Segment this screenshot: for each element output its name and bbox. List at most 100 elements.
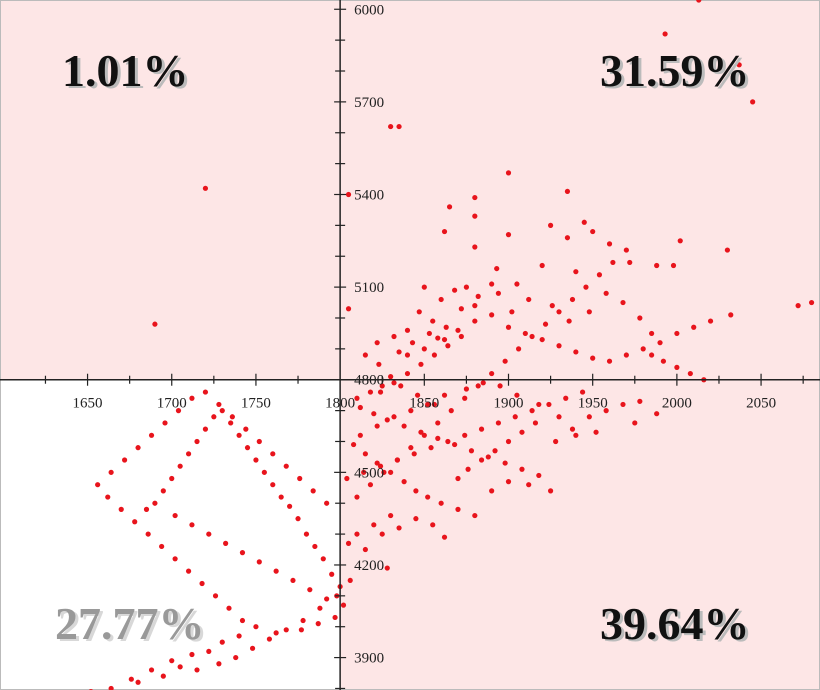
- data-point: [273, 568, 279, 574]
- pct-bottom-left: 27.77%: [55, 598, 205, 649]
- data-point: [307, 587, 313, 593]
- data-point: [160, 673, 166, 679]
- data-point: [566, 318, 572, 324]
- data-point: [546, 401, 552, 408]
- data-point: [573, 432, 579, 438]
- data-point: [185, 451, 192, 457]
- data-point: [421, 432, 427, 438]
- pct-top-right: 31.59%: [600, 45, 750, 96]
- data-point: [202, 185, 209, 191]
- data-point: [421, 284, 427, 290]
- data-point: [475, 383, 481, 389]
- data-point: [357, 404, 363, 411]
- data-point: [239, 550, 246, 556]
- data-point: [404, 327, 411, 333]
- data-point: [256, 559, 262, 565]
- data-point: [489, 281, 495, 287]
- data-point: [472, 318, 478, 324]
- data-point: [159, 543, 165, 550]
- data-point: [480, 380, 486, 386]
- data-point: [253, 457, 259, 463]
- data-point: [547, 222, 554, 228]
- data-point: [465, 466, 471, 472]
- y-tick-label: 4800: [354, 373, 384, 389]
- data-point: [384, 417, 390, 423]
- x-tick-label: 1650: [73, 396, 103, 412]
- data-point: [563, 395, 569, 401]
- data-point: [256, 438, 262, 445]
- data-point: [418, 361, 424, 367]
- data-point: [593, 429, 599, 435]
- data-point: [344, 475, 350, 482]
- data-point: [485, 454, 491, 460]
- data-point: [162, 420, 168, 426]
- data-point: [362, 451, 368, 457]
- data-point: [362, 352, 368, 358]
- data-point: [430, 318, 436, 324]
- data-point: [391, 414, 397, 420]
- data-point: [236, 432, 242, 438]
- data-point: [377, 463, 384, 469]
- data-point: [391, 380, 397, 386]
- data-point: [283, 463, 289, 469]
- data-point: [497, 383, 503, 389]
- data-point: [519, 429, 525, 435]
- x-tick-label: 1900: [494, 396, 524, 412]
- data-points: [88, 0, 815, 690]
- data-point: [441, 228, 448, 235]
- data-point: [411, 451, 417, 457]
- data-point: [324, 500, 330, 506]
- data-point: [649, 352, 655, 358]
- data-point: [494, 265, 500, 272]
- data-point: [472, 213, 478, 219]
- data-point: [270, 451, 276, 457]
- data-point: [172, 512, 178, 519]
- pct-bottom-left-shadow: 27.77%: [58, 600, 208, 651]
- data-point: [396, 525, 402, 531]
- data-point: [361, 469, 367, 475]
- data-point: [243, 426, 249, 432]
- data-point: [223, 540, 229, 546]
- data-point: [160, 488, 166, 494]
- data-point: [539, 336, 545, 343]
- data-point: [404, 352, 411, 358]
- data-point: [409, 340, 416, 346]
- data-point: [345, 191, 352, 198]
- data-point: [143, 506, 150, 512]
- data-point: [475, 293, 481, 299]
- data-point: [736, 62, 742, 68]
- data-point: [425, 401, 431, 408]
- data-point: [199, 580, 205, 587]
- data-point: [315, 621, 321, 627]
- data-point: [398, 383, 404, 389]
- data-point: [404, 370, 411, 377]
- data-point: [446, 204, 453, 210]
- data-point: [388, 374, 394, 380]
- data-point: [586, 309, 592, 315]
- data-point: [472, 194, 478, 201]
- data-point: [505, 232, 512, 238]
- data-point: [320, 556, 326, 562]
- data-point: [573, 269, 579, 275]
- data-point: [514, 281, 520, 287]
- data-point: [590, 228, 596, 235]
- data-point: [226, 605, 232, 611]
- data-point: [463, 284, 470, 290]
- data-point: [707, 318, 714, 324]
- data-point: [438, 296, 444, 303]
- data-point: [401, 479, 407, 485]
- data-point: [212, 593, 219, 599]
- data-point: [462, 432, 468, 438]
- data-point: [312, 543, 318, 550]
- data-point: [135, 679, 141, 685]
- data-point: [347, 577, 353, 584]
- data-point: [569, 426, 576, 432]
- data-point: [590, 355, 596, 361]
- data-point: [512, 414, 518, 420]
- data-point: [502, 358, 508, 364]
- axis-ticks: [44, 8, 804, 690]
- data-point: [428, 445, 434, 451]
- data-point: [509, 309, 515, 315]
